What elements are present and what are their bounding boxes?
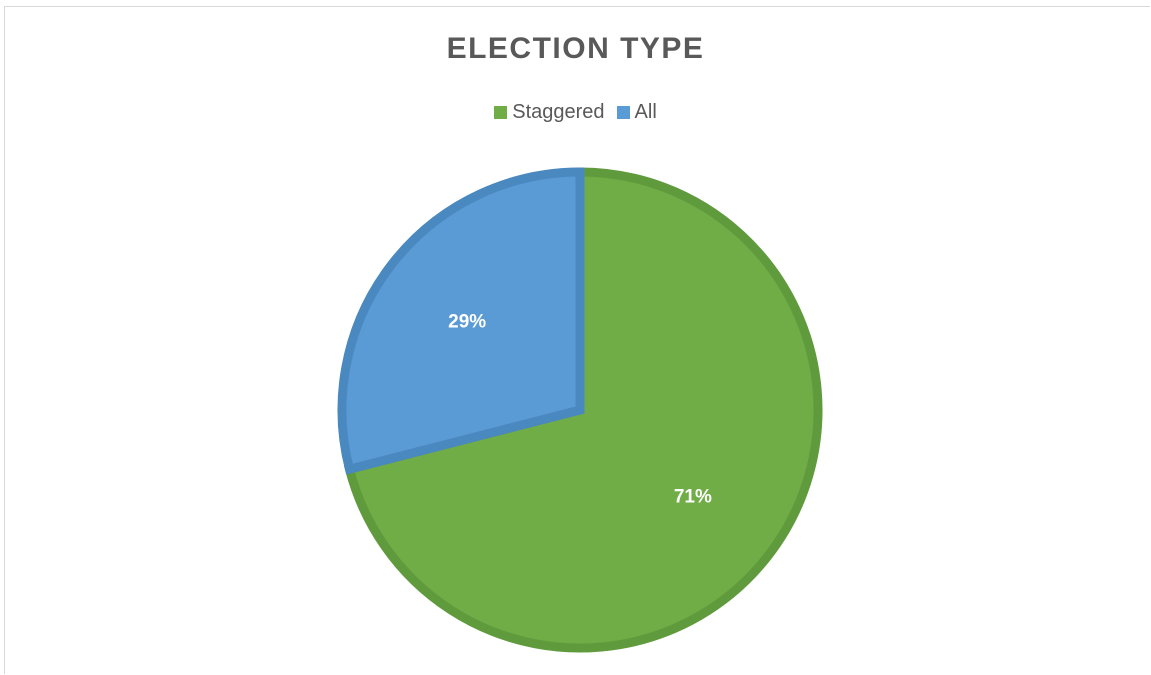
legend-label-staggered: Staggered bbox=[512, 101, 605, 123]
pie-slice-all bbox=[337, 167, 585, 475]
legend-swatch-staggered bbox=[494, 106, 508, 119]
pie-labels: 71% 29% bbox=[448, 311, 712, 507]
data-label-all: 29% bbox=[448, 311, 486, 332]
data-label-staggered: 71% bbox=[674, 487, 712, 508]
legend-entry-staggered: Staggered bbox=[494, 101, 605, 124]
legend-entry-all: All bbox=[616, 101, 657, 124]
legend-swatch-all bbox=[616, 106, 630, 119]
chart-title: ELECTION TYPE bbox=[446, 32, 705, 65]
chart-legend: Staggered All bbox=[0, 101, 1151, 124]
legend-label-all: All bbox=[634, 101, 657, 123]
pie-slices bbox=[337, 167, 823, 653]
